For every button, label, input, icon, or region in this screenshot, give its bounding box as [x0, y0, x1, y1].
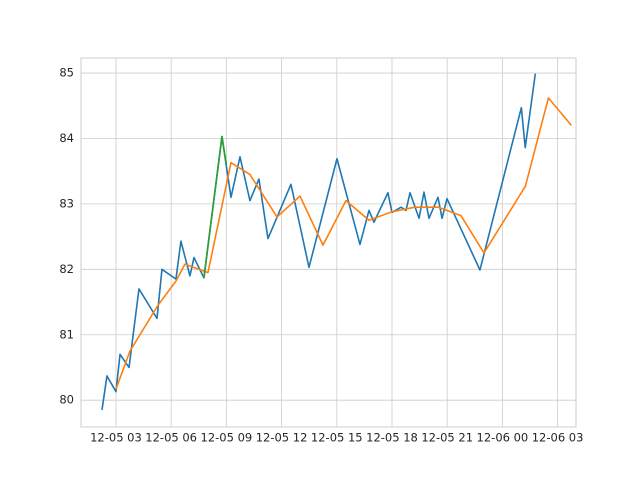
x-tick-label: 12-05 03: [90, 431, 142, 445]
y-tick-label: 84: [59, 131, 74, 145]
data-line: [203, 135, 228, 278]
x-tick-label: 12-05 21: [421, 431, 473, 445]
x-tick-label: 12-06 00: [477, 431, 529, 445]
x-tick-label: 12-05 12: [256, 431, 308, 445]
y-tick-label: 85: [59, 66, 74, 80]
data-line: [115, 97, 573, 390]
data-line: [101, 73, 537, 411]
x-tick-label: 12-05 18: [366, 431, 418, 445]
y-tick-label: 83: [59, 196, 74, 210]
plot-frame: [80, 57, 577, 428]
x-tick-label: 12-06 03: [532, 431, 584, 445]
x-tick-label: 12-05 06: [145, 431, 197, 445]
x-tick-label: 12-05 15: [311, 431, 363, 445]
y-tick-label: 82: [59, 262, 74, 276]
y-tick-label: 81: [59, 327, 74, 341]
x-tick-label: 12-05 09: [201, 431, 253, 445]
y-tick-label: 80: [59, 393, 74, 407]
